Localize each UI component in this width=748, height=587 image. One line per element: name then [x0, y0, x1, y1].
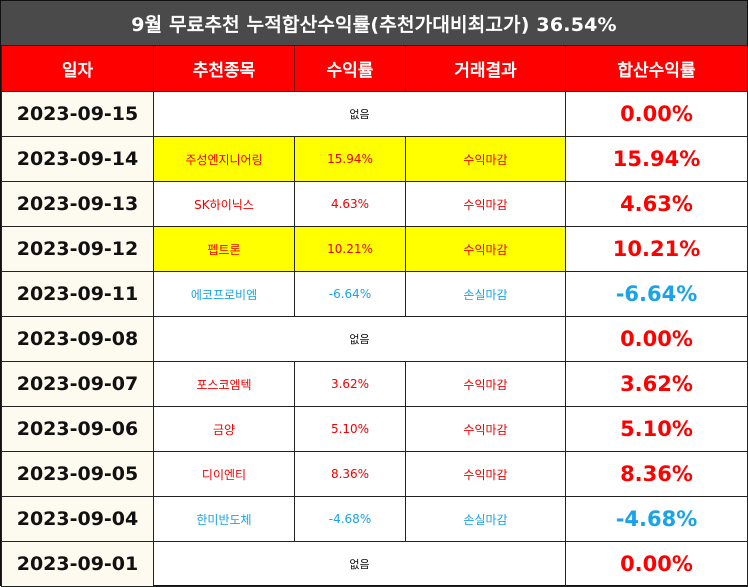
table-row: 2023-09-01 없음 0.00%	[1, 541, 748, 587]
date-cell: 2023-09-08	[1, 316, 154, 362]
date-cell: 2023-09-13	[1, 181, 154, 227]
total-cell: 0.00%	[565, 316, 748, 362]
total-cell: -6.64%	[565, 271, 748, 317]
header-date: 일자	[1, 45, 154, 92]
table-row: 2023-09-08 없음 0.00%	[1, 316, 748, 362]
rate-cell: 3.62%	[294, 361, 406, 407]
total-cell: 0.00%	[565, 91, 748, 137]
table-row: 2023-09-14 주성엔지니어링 15.94% 수익마감 15.94%	[1, 136, 748, 182]
header-row: 일자 추천종목 수익률 거래결과 합산수익률	[1, 45, 748, 92]
result-cell: 수익마감	[405, 226, 566, 272]
total-cell: 3.62%	[565, 361, 748, 407]
total-cell: 15.94%	[565, 136, 748, 182]
date-cell: 2023-09-06	[1, 406, 154, 452]
stock-cell: SK하이닉스	[153, 181, 295, 227]
rate-cell: 8.36%	[294, 451, 406, 497]
rate-cell: -6.64%	[294, 271, 406, 317]
stock-cell: 펩트론	[153, 226, 295, 272]
date-cell: 2023-09-04	[1, 496, 154, 542]
table-row: 2023-09-04 한미반도체 -4.68% 손실마감 -4.68%	[1, 496, 748, 542]
table-row: 2023-09-06 금양 5.10% 수익마감 5.10%	[1, 406, 748, 452]
table-row: 2023-09-11 에코프로비엠 -6.64% 손실마감 -6.64%	[1, 271, 748, 317]
total-cell: 4.63%	[565, 181, 748, 227]
table-title: 9월 무료추천 누적합산수익률(추천가대비최고가) 36.54%	[1, 1, 747, 45]
date-cell: 2023-09-07	[1, 361, 154, 407]
rate-cell: 10.21%	[294, 226, 406, 272]
total-cell: 5.10%	[565, 406, 748, 452]
result-cell: 손실마감	[405, 496, 566, 542]
result-cell: 수익마감	[405, 181, 566, 227]
header-total: 합산수익률	[565, 45, 748, 92]
date-cell: 2023-09-12	[1, 226, 154, 272]
table-row: 2023-09-13 SK하이닉스 4.63% 수익마감 4.63%	[1, 181, 748, 227]
date-cell: 2023-09-05	[1, 451, 154, 497]
total-cell: 8.36%	[565, 451, 748, 497]
rate-cell: -4.68%	[294, 496, 406, 542]
header-rate: 수익률	[294, 45, 406, 92]
total-cell: 0.00%	[565, 541, 748, 587]
date-cell: 2023-09-14	[1, 136, 154, 182]
header-stock: 추천종목	[153, 45, 295, 92]
rate-cell: 15.94%	[294, 136, 406, 182]
date-cell: 2023-09-11	[1, 271, 154, 317]
result-cell: 손실마감	[405, 271, 566, 317]
table-row: 2023-09-15 없음 0.00%	[1, 91, 748, 137]
date-cell: 2023-09-15	[1, 91, 154, 137]
header-result: 거래결과	[405, 45, 566, 92]
stock-cell: 한미반도체	[153, 496, 295, 542]
no-recommendation-cell: 없음	[153, 316, 566, 362]
result-cell: 수익마감	[405, 451, 566, 497]
result-cell: 수익마감	[405, 361, 566, 407]
result-cell: 수익마감	[405, 406, 566, 452]
stock-cell: 주성엔지니어링	[153, 136, 295, 182]
no-recommendation-cell: 없음	[153, 541, 566, 587]
no-recommendation-cell: 없음	[153, 91, 566, 137]
recommendation-table: 일자 추천종목 수익률 거래결과 합산수익률 2023-09-15 없음 0.0…	[1, 45, 748, 587]
rate-cell: 5.10%	[294, 406, 406, 452]
stock-cell: 금양	[153, 406, 295, 452]
date-cell: 2023-09-01	[1, 541, 154, 587]
total-cell: 10.21%	[565, 226, 748, 272]
stock-cell: 디이엔티	[153, 451, 295, 497]
table-row: 2023-09-12 펩트론 10.21% 수익마감 10.21%	[1, 226, 748, 272]
rate-cell: 4.63%	[294, 181, 406, 227]
total-cell: -4.68%	[565, 496, 748, 542]
stock-cell: 포스코엠텍	[153, 361, 295, 407]
stock-cell: 에코프로비엠	[153, 271, 295, 317]
table-row: 2023-09-07 포스코엠텍 3.62% 수익마감 3.62%	[1, 361, 748, 407]
result-cell: 수익마감	[405, 136, 566, 182]
table-row: 2023-09-05 디이엔티 8.36% 수익마감 8.36%	[1, 451, 748, 497]
